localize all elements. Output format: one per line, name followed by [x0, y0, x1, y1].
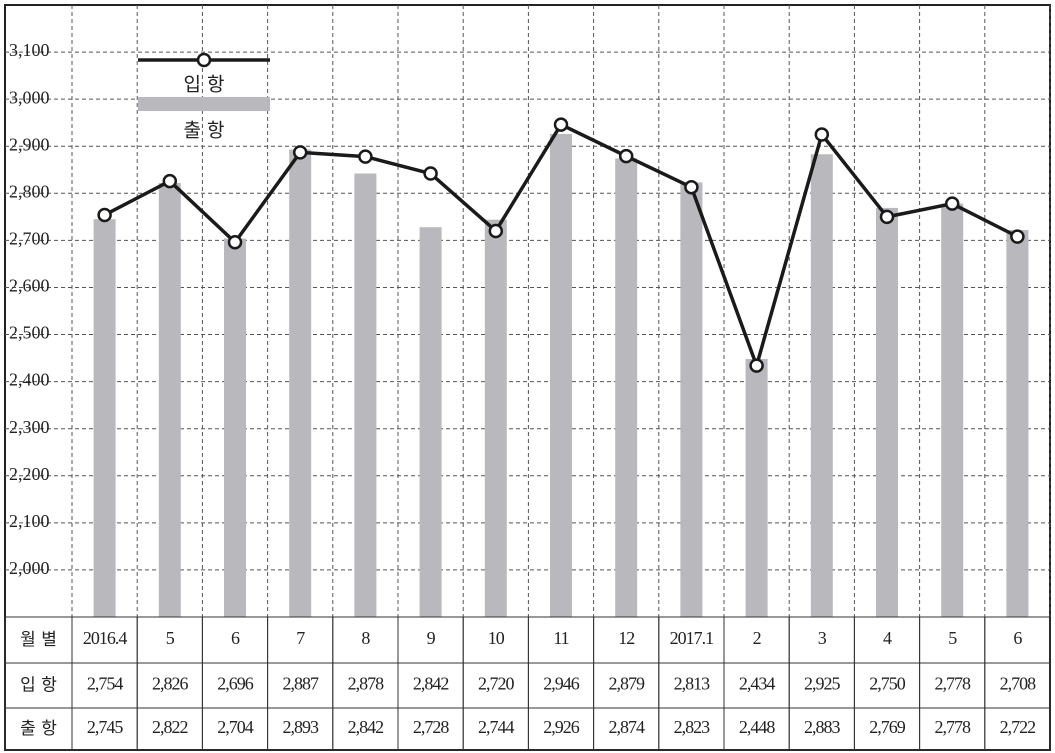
- x-tick-label: 5: [948, 628, 957, 648]
- table-value: 2,744: [478, 717, 515, 737]
- line-marker: [749, 358, 764, 373]
- line-marker: [162, 173, 178, 189]
- table-value: 2,878: [348, 674, 385, 694]
- x-tick-label: 3: [818, 628, 827, 648]
- legend-marker: [196, 52, 212, 68]
- table-value: 2,946: [543, 674, 580, 694]
- y-tick-label: 2,200: [9, 464, 50, 484]
- row-header: 월 별: [20, 630, 57, 650]
- line-marker: [292, 145, 308, 160]
- line-marker: [423, 166, 438, 181]
- table-value: 2,750: [869, 674, 906, 694]
- table-value: 2,842: [413, 674, 449, 694]
- bar: [941, 203, 964, 617]
- y-tick-label: 2,500: [9, 323, 50, 343]
- table-value: 2,778: [934, 674, 971, 694]
- table-value: 2,448: [739, 717, 776, 737]
- row-header: 입 항: [20, 676, 57, 696]
- bar: [224, 238, 246, 618]
- table-value: 2,720: [478, 674, 515, 694]
- table-value: 2,926: [543, 717, 580, 737]
- y-tick-label: 2,400: [9, 370, 50, 390]
- y-tick-label: 2,100: [9, 511, 50, 531]
- table-value: 2,879: [608, 674, 645, 694]
- table-cell: [984, 707, 1051, 751]
- x-tick-label: 10: [488, 628, 505, 648]
- x-tick-label: 6: [1013, 628, 1022, 648]
- x-tick-label: 12: [618, 628, 634, 648]
- y-tick-label: 2,900: [9, 134, 50, 154]
- bar: [158, 182, 181, 617]
- bar: [419, 227, 442, 618]
- bar: [354, 173, 377, 617]
- bar: [1006, 230, 1029, 617]
- x-tick-label: 11: [553, 628, 568, 648]
- line-marker: [488, 223, 504, 239]
- y-tick-label: 2,800: [9, 181, 50, 201]
- table-value: 2,887: [282, 674, 319, 694]
- y-tick-label: 2,700: [9, 229, 50, 249]
- x-tick-label: 4: [883, 628, 892, 648]
- x-tick-label: 7: [296, 628, 305, 648]
- x-tick-label: 2: [753, 628, 761, 648]
- line-marker: [553, 117, 569, 132]
- bar: [810, 154, 833, 618]
- bar: [680, 182, 703, 618]
- table-value: 2,813: [674, 674, 711, 694]
- bar: [615, 158, 638, 617]
- y-tick-label: 3,000: [9, 87, 50, 107]
- table-value: 2,696: [217, 674, 254, 694]
- table-value: 2,893: [282, 717, 319, 737]
- y-tick-label: 3,100: [9, 40, 50, 60]
- y-tick-label: 2,600: [9, 276, 50, 296]
- bar: [876, 207, 898, 617]
- table-value: 2,925: [804, 674, 841, 694]
- line-marker: [814, 127, 830, 142]
- bar: [550, 133, 572, 617]
- line-marker: [227, 235, 243, 250]
- table-value: 2,822: [152, 717, 188, 737]
- bar: [745, 359, 768, 617]
- table-value: 2,728: [413, 717, 450, 737]
- line-marker: [684, 179, 699, 195]
- line-marker: [879, 209, 895, 225]
- table-value: 2,883: [804, 717, 841, 737]
- bar: [93, 219, 116, 617]
- x-tick-label: 8: [361, 628, 370, 648]
- legend-label: 입 항: [184, 74, 225, 96]
- table-value: 2,826: [152, 674, 189, 694]
- y-tick-label: 2,300: [9, 417, 50, 437]
- x-tick-label: 5: [166, 628, 175, 648]
- x-tick-label: 6: [231, 628, 240, 648]
- y-tick-label: 2,000: [9, 558, 50, 578]
- legend-swatch: [138, 97, 270, 111]
- table-value: 2,769: [869, 717, 906, 737]
- table-value: 2,745: [87, 717, 124, 737]
- line-marker: [618, 148, 634, 164]
- x-tick-label: 9: [427, 628, 436, 648]
- bar: [484, 219, 507, 617]
- table-value: 2,842: [348, 717, 384, 737]
- table-value: 2,722: [1000, 717, 1036, 737]
- table-value: 2,874: [608, 717, 645, 737]
- line-marker: [944, 196, 960, 211]
- table-value: 2,778: [934, 717, 971, 737]
- line-marker: [1010, 229, 1025, 244]
- row-header: 출 항: [20, 719, 57, 739]
- line-marker: [97, 207, 112, 223]
- bar: [289, 149, 312, 617]
- table-value: 2,754: [87, 674, 124, 694]
- table-value: 2,434: [739, 674, 776, 694]
- table-value: 2,704: [217, 717, 254, 737]
- x-tick-label: 2017.1: [670, 628, 714, 648]
- table-value: 2,823: [674, 717, 711, 737]
- x-tick-label: 2016.4: [83, 628, 128, 648]
- line-marker: [358, 149, 373, 164]
- table-value: 2,708: [1000, 674, 1037, 694]
- legend-label: 출 항: [184, 120, 225, 142]
